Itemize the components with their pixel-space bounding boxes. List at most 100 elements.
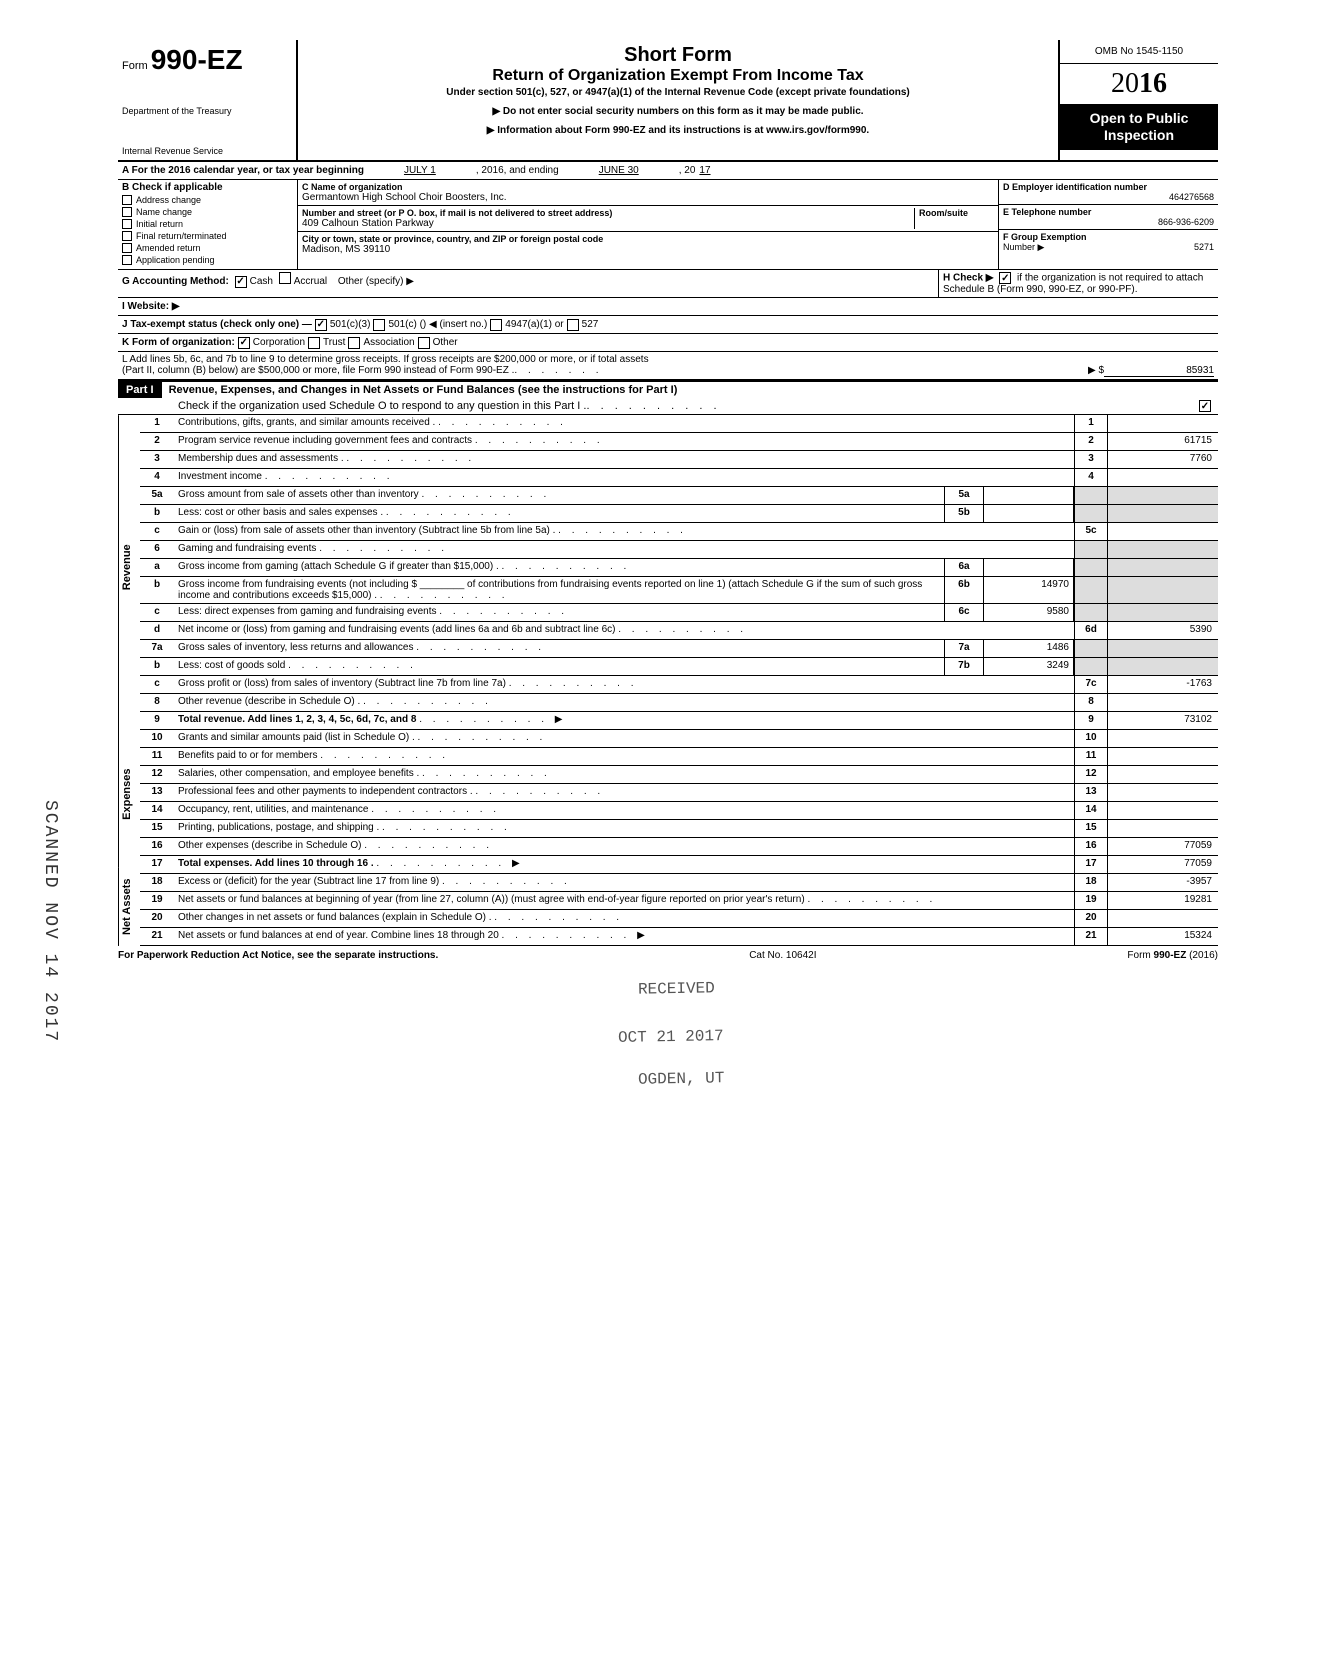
right-value bbox=[1108, 820, 1218, 837]
line-number: 16 bbox=[140, 838, 174, 855]
room-label: Room/suite bbox=[919, 208, 994, 218]
line-h: H Check ▶ if the organization is not req… bbox=[938, 270, 1218, 297]
right-line-number: 1 bbox=[1074, 415, 1108, 432]
chk-schedule-o[interactable] bbox=[1199, 400, 1211, 412]
chk-schedule-b[interactable] bbox=[999, 272, 1011, 284]
chk-527[interactable] bbox=[567, 319, 579, 331]
right-value bbox=[1108, 577, 1218, 603]
line-number: 14 bbox=[140, 802, 174, 819]
chk-accrual[interactable] bbox=[279, 272, 291, 284]
open-line1: Open to Public bbox=[1062, 110, 1216, 127]
chk-address-change[interactable]: Address change bbox=[122, 195, 293, 205]
footer-left: For Paperwork Reduction Act Notice, see … bbox=[118, 950, 438, 961]
table-row: 4Investment income . . . . . . . . . . 4 bbox=[140, 469, 1218, 487]
tel-row: E Telephone number 866-936-6209 bbox=[999, 205, 1218, 230]
right-line-number bbox=[1074, 541, 1108, 558]
right-line-number bbox=[1074, 559, 1108, 576]
line-number: 13 bbox=[140, 784, 174, 801]
line-a: A For the 2016 calendar year, or tax yea… bbox=[118, 162, 1218, 180]
table-row: 20Other changes in net assets or fund ba… bbox=[140, 910, 1218, 928]
table-row: cGross profit or (loss) from sales of in… bbox=[140, 676, 1218, 694]
line-description: Net assets or fund balances at beginning… bbox=[174, 892, 1074, 909]
city-label: City or town, state or province, country… bbox=[302, 234, 994, 244]
right-value bbox=[1108, 415, 1218, 432]
right-value: 77059 bbox=[1108, 856, 1218, 873]
org-name-row: C Name of organization Germantown High S… bbox=[298, 180, 998, 206]
right-line-number: 5c bbox=[1074, 523, 1108, 540]
group-number: 5271 bbox=[1194, 242, 1214, 253]
chk-corporation[interactable] bbox=[238, 337, 250, 349]
street-address: 409 Calhoun Station Parkway bbox=[302, 218, 914, 229]
street-row: Number and street (or P O. box, if mail … bbox=[298, 206, 998, 232]
right-value bbox=[1108, 658, 1218, 675]
header-right: OMB No 1545-1150 2016 Open to Public Ins… bbox=[1058, 40, 1218, 160]
line-a-label: A For the 2016 calendar year, or tax yea… bbox=[122, 165, 364, 176]
table-row: aGross income from gaming (attach Schedu… bbox=[140, 559, 1218, 577]
chk-501c3[interactable] bbox=[315, 319, 327, 331]
table-row: 6Gaming and fundraising events . . . . .… bbox=[140, 541, 1218, 559]
part-1-title: Revenue, Expenses, and Changes in Net As… bbox=[165, 382, 682, 398]
line-description: Gross sales of inventory, less returns a… bbox=[174, 640, 944, 657]
line-number: b bbox=[140, 577, 174, 603]
mid-line-number: 7a bbox=[944, 640, 984, 657]
right-line-number: 3 bbox=[1074, 451, 1108, 468]
table-row: 9Total revenue. Add lines 1, 2, 3, 4, 5c… bbox=[140, 712, 1218, 730]
line-description: Other revenue (describe in Schedule O) .… bbox=[174, 694, 1074, 711]
right-value bbox=[1108, 469, 1218, 486]
line-description: Program service revenue including govern… bbox=[174, 433, 1074, 450]
line-description: Total expenses. Add lines 10 through 16 … bbox=[174, 856, 1074, 873]
line-description: Gaming and fundraising events . . . . . … bbox=[174, 541, 1074, 558]
line-description: Gross profit or (loss) from sales of inv… bbox=[174, 676, 1074, 693]
line-description: Other expenses (describe in Schedule O) … bbox=[174, 838, 1074, 855]
mid-line-number: 6a bbox=[944, 559, 984, 576]
table-row: 3Membership dues and assessments . . . .… bbox=[140, 451, 1218, 469]
right-line-number: 16 bbox=[1074, 838, 1108, 855]
right-line-number: 14 bbox=[1074, 802, 1108, 819]
column-b: B Check if applicable Address change Nam… bbox=[118, 180, 298, 269]
chk-4947[interactable] bbox=[490, 319, 502, 331]
line-number: 18 bbox=[140, 874, 174, 891]
part-1-table: Revenue Expenses Net Assets 1Contributio… bbox=[118, 415, 1218, 946]
right-value: 61715 bbox=[1108, 433, 1218, 450]
chk-application-pending[interactable]: Application pending bbox=[122, 255, 293, 265]
right-line-number bbox=[1074, 640, 1108, 657]
line-number: 5a bbox=[140, 487, 174, 504]
header-center: Short Form Return of Organization Exempt… bbox=[298, 40, 1058, 160]
col-b-header: B Check if applicable bbox=[122, 182, 293, 193]
line-description: Less: direct expenses from gaming and fu… bbox=[174, 604, 944, 621]
right-value bbox=[1108, 766, 1218, 783]
chk-amended-return[interactable]: Amended return bbox=[122, 243, 293, 253]
right-line-number bbox=[1074, 577, 1108, 603]
line-description: Contributions, gifts, grants, and simila… bbox=[174, 415, 1074, 432]
city-state-zip: Madison, MS 39110 bbox=[302, 244, 994, 255]
chk-final-return[interactable]: Final return/terminated bbox=[122, 231, 293, 241]
right-value bbox=[1108, 802, 1218, 819]
right-value bbox=[1108, 505, 1218, 522]
line-number: b bbox=[140, 505, 174, 522]
org-name: Germantown High School Choir Boosters, I… bbox=[302, 192, 994, 203]
chk-501c[interactable] bbox=[373, 319, 385, 331]
chk-trust[interactable] bbox=[308, 337, 320, 349]
chk-cash[interactable] bbox=[235, 276, 247, 288]
line-number: 1 bbox=[140, 415, 174, 432]
line-description: Salaries, other compensation, and employ… bbox=[174, 766, 1074, 783]
line-number: 11 bbox=[140, 748, 174, 765]
chk-initial-return[interactable]: Initial return bbox=[122, 219, 293, 229]
g-other: Other (specify) ▶ bbox=[338, 276, 414, 287]
header-left: Form 990-EZ Department of the Treasury I… bbox=[118, 40, 298, 160]
line-number: 21 bbox=[140, 928, 174, 945]
table-row: 1Contributions, gifts, grants, and simil… bbox=[140, 415, 1218, 433]
ssn-warning: ▶ Do not enter social security numbers o… bbox=[306, 106, 1050, 117]
title-sub: Return of Organization Exempt From Incom… bbox=[306, 67, 1050, 85]
chk-other-org[interactable] bbox=[418, 337, 430, 349]
line-j: J Tax-exempt status (check only one) — 5… bbox=[118, 316, 1218, 334]
ein-value: 464276568 bbox=[1003, 192, 1214, 202]
chk-name-change[interactable]: Name change bbox=[122, 207, 293, 217]
g-label: G Accounting Method: bbox=[122, 276, 229, 287]
table-row: 8Other revenue (describe in Schedule O) … bbox=[140, 694, 1218, 712]
chk-association[interactable] bbox=[348, 337, 360, 349]
part-1-header: Part I Revenue, Expenses, and Changes in… bbox=[118, 380, 1218, 415]
stamp-date: OCT 21 2017 bbox=[618, 1027, 724, 1047]
right-value bbox=[1108, 559, 1218, 576]
line-l: L Add lines 5b, 6c, and 7b to line 9 to … bbox=[118, 352, 1218, 380]
